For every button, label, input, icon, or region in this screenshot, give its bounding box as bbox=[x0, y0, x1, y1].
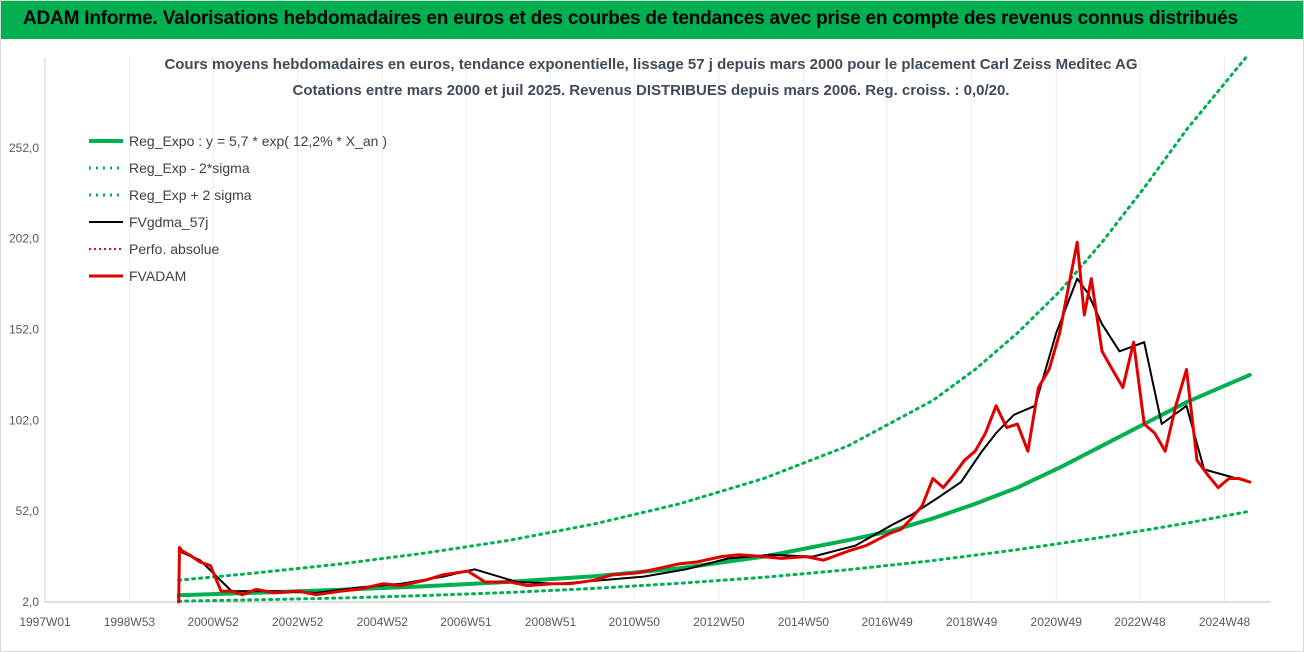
x-tick-label: 2010W50 bbox=[609, 615, 661, 629]
y-tick-label: 152,0 bbox=[9, 323, 39, 337]
x-tick-label: 2006W51 bbox=[440, 615, 492, 629]
series-group bbox=[176, 55, 1252, 604]
y-axis-ticks: 2,0 52,0 102,0 152,0 202,0 252,0 bbox=[9, 141, 39, 609]
series-reg-expo bbox=[176, 372, 1252, 598]
x-axis-ticks: 1997W01 1998W53 2000W52 2002W52 2004W52 2006W… bbox=[19, 615, 1250, 629]
x-tick-label: 2016W49 bbox=[861, 615, 913, 629]
x-tick-label: 2014W50 bbox=[778, 615, 830, 629]
y-tick-label: 2,0 bbox=[22, 595, 39, 609]
x-tick-label: 2012W50 bbox=[693, 615, 745, 629]
x-tick-label: 2018W49 bbox=[946, 615, 998, 629]
x-tick-label: 1998W53 bbox=[104, 615, 156, 629]
x-tick-label: 2022W48 bbox=[1114, 615, 1166, 629]
y-tick-label: 252,0 bbox=[9, 141, 39, 155]
chart-title: Cours moyens hebdomadaires en euros, ten… bbox=[164, 56, 1137, 73]
report-banner-title: ADAM Informe. Valorisations hebdomadaire… bbox=[23, 8, 1238, 29]
legend-label: Perfo. absolue bbox=[129, 241, 219, 257]
y-tick-label: 52,0 bbox=[16, 504, 40, 518]
chart-subtitle: Cotations entre mars 2000 et juil 2025. … bbox=[293, 82, 1010, 99]
legend-label: Reg_Expo : y = 5,7 * exp( 12,2% * X_an ) bbox=[129, 133, 387, 149]
gridlines bbox=[44, 57, 1226, 602]
y-tick-label: 202,0 bbox=[9, 232, 39, 246]
legend-label: FVgdma_57j bbox=[129, 214, 208, 230]
legend-label: Reg_Exp - 2*sigma bbox=[129, 160, 250, 176]
chart-area: Cours moyens hebdomadaires en euros, ten… bbox=[9, 55, 1271, 629]
x-tick-label: 2008W51 bbox=[525, 615, 577, 629]
legend-label: FVADAM bbox=[129, 268, 186, 284]
legend: Reg_Expo : y = 5,7 * exp( 12,2% * X_an )… bbox=[89, 133, 387, 284]
series-fvadam bbox=[177, 240, 1252, 604]
x-tick-label: 1997W01 bbox=[19, 615, 71, 629]
report-banner: ADAM Informe. Valorisations hebdomadaire… bbox=[1, 1, 1303, 39]
series-reg-plus-2sigma bbox=[177, 55, 1248, 582]
x-tick-label: 2002W52 bbox=[272, 615, 324, 629]
x-tick-label: 2020W49 bbox=[1031, 615, 1083, 629]
series-reg-minus-2sigma bbox=[177, 509, 1252, 603]
x-tick-label: 2004W52 bbox=[357, 615, 409, 629]
legend-label: Reg_Exp + 2 sigma bbox=[129, 187, 252, 203]
y-tick-label: 102,0 bbox=[9, 413, 39, 427]
series-fvgdma-57j bbox=[177, 277, 1251, 594]
x-tick-label: 2000W52 bbox=[187, 615, 239, 629]
x-tick-label: 2024W48 bbox=[1199, 615, 1251, 629]
